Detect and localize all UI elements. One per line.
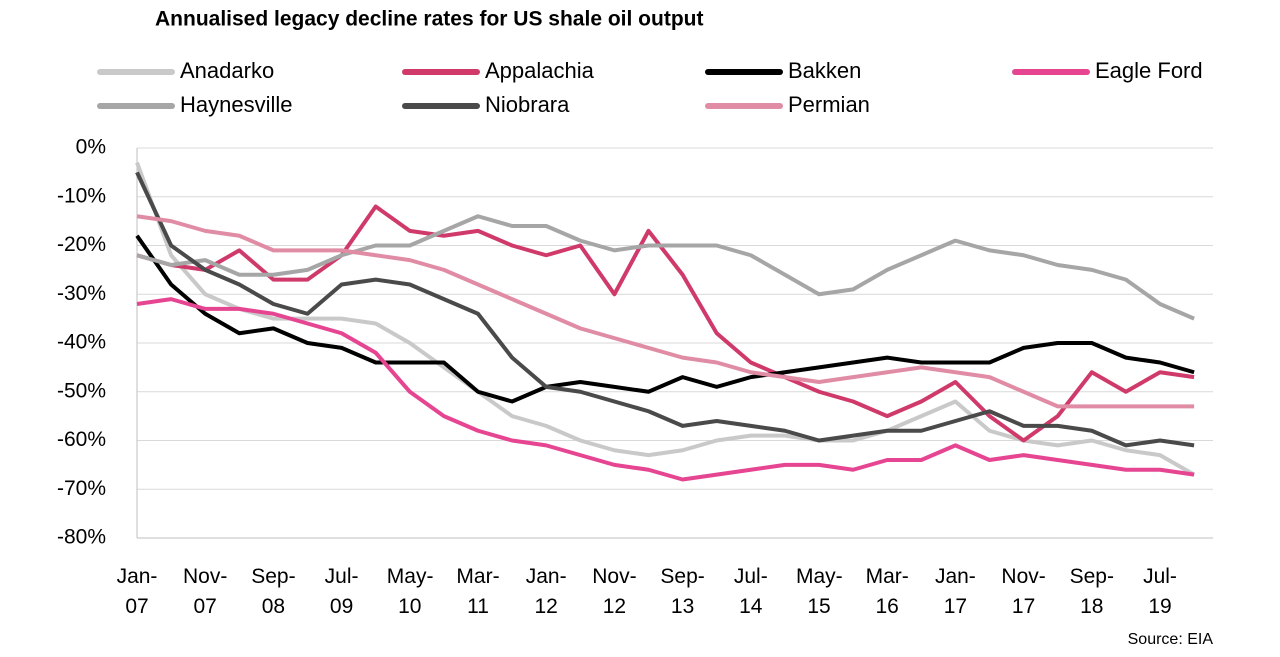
x-tick-label: May-10 (386, 565, 434, 618)
y-tick-label: -30% (57, 282, 106, 305)
series-line (135, 171, 1195, 448)
x-tick-label: Jul-09 (324, 565, 359, 618)
y-tick-label: -60% (57, 428, 106, 451)
series-line (136, 297, 1195, 482)
legend-label: Permian (788, 92, 870, 117)
y-tick-label: -80% (57, 526, 106, 549)
x-tick-label: Jul-19 (1143, 565, 1177, 618)
legend-label: Haynesville (180, 92, 293, 117)
x-tick-label: Mar-16 (865, 565, 909, 618)
series-line (136, 204, 1195, 443)
series-line (135, 234, 1195, 404)
x-tick-label: Sep-08 (251, 565, 296, 618)
x-tick-label: Jan-12 (525, 565, 567, 618)
y-tick-label: -40% (57, 331, 106, 354)
y-tick-label: -10% (57, 184, 106, 207)
series-line (136, 214, 1195, 321)
x-tick-label: Sep-13 (660, 565, 705, 618)
legend-label: Eagle Ford (1095, 58, 1203, 83)
x-tick-label: Sep-18 (1069, 565, 1114, 618)
y-tick-label: -20% (57, 233, 106, 256)
legend-label: Appalachia (485, 58, 595, 83)
series-line (136, 214, 1195, 409)
x-tick-label: Jan-07 (116, 565, 158, 618)
x-tick-label: Mar-11 (456, 565, 500, 618)
x-tick-label: Jul-14 (733, 565, 768, 618)
x-tick-label: May-15 (796, 565, 843, 618)
y-tick-label: 0% (76, 136, 106, 159)
legend-label: Bakken (788, 58, 861, 83)
x-tick-label: Nov-12 (592, 565, 637, 618)
y-tick-label: -50% (57, 379, 106, 402)
legend-label: Niobrara (485, 92, 570, 117)
y-tick-label: -70% (57, 477, 106, 500)
chart-title: Annualised legacy decline rates for US s… (155, 8, 703, 31)
source-note: Source: EIA (1128, 631, 1214, 648)
x-tick-label: Jan-17 (934, 565, 976, 618)
legend-label: Anadarko (180, 58, 274, 83)
x-tick-label: Nov-07 (183, 565, 228, 618)
x-tick-label: Nov-17 (1001, 565, 1046, 618)
